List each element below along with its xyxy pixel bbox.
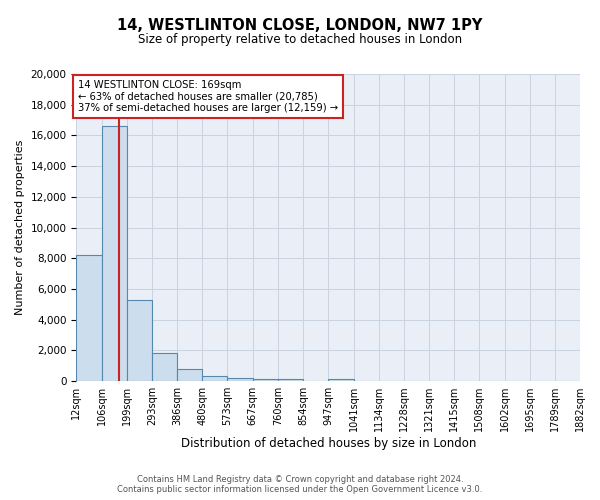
Bar	[202, 376, 227, 381]
Text: 14 WESTLINTON CLOSE: 169sqm
← 63% of detached houses are smaller (20,785)
37% of: 14 WESTLINTON CLOSE: 169sqm ← 63% of det…	[78, 80, 338, 114]
Y-axis label: Number of detached properties: Number of detached properties	[15, 140, 25, 315]
Bar	[102, 126, 127, 381]
Text: Contains HM Land Registry data © Crown copyright and database right 2024.: Contains HM Land Registry data © Crown c…	[137, 475, 463, 484]
Text: 14, WESTLINTON CLOSE, LONDON, NW7 1PY: 14, WESTLINTON CLOSE, LONDON, NW7 1PY	[118, 18, 482, 32]
Bar	[328, 379, 353, 381]
Bar	[127, 300, 152, 381]
Bar	[152, 352, 177, 381]
Bar	[253, 379, 278, 381]
Bar	[177, 369, 202, 381]
Text: Contains public sector information licensed under the Open Government Licence v3: Contains public sector information licen…	[118, 485, 482, 494]
Bar	[278, 379, 303, 381]
Text: Size of property relative to detached houses in London: Size of property relative to detached ho…	[138, 32, 462, 46]
Bar	[227, 378, 253, 381]
Bar	[76, 255, 102, 381]
X-axis label: Distribution of detached houses by size in London: Distribution of detached houses by size …	[181, 437, 476, 450]
